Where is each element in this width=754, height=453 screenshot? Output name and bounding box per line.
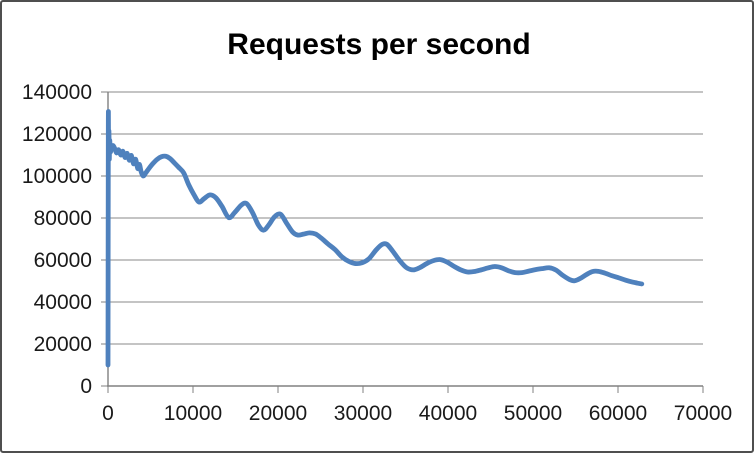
x-tick-label: 10000 <box>164 402 222 425</box>
y-tick-label: 40000 <box>34 291 92 314</box>
y-tick-label: 120000 <box>22 123 92 146</box>
x-tick-label: 60000 <box>589 402 647 425</box>
y-tick-label: 0 <box>80 375 92 398</box>
chart-title: Requests per second <box>227 28 530 61</box>
series-line <box>105 109 645 368</box>
x-tick-label: 40000 <box>419 402 477 425</box>
x-tick-label: 50000 <box>504 402 562 425</box>
x-tick-labels: 0 10000 20000 30000 40000 50000 60000 70000 <box>102 402 732 425</box>
x-tick-label: 0 <box>102 402 114 425</box>
x-tick-label: 70000 <box>674 402 732 425</box>
y-tick-label: 20000 <box>34 333 92 356</box>
y-tick-labels: 0 20000 40000 60000 80000 100000 120000 140000 <box>22 81 92 398</box>
y-tick-label: 80000 <box>34 207 92 230</box>
x-axis <box>107 385 704 393</box>
y-tick-label: 60000 <box>34 249 92 272</box>
y-tick-label: 140000 <box>22 81 92 104</box>
gridlines <box>108 91 703 345</box>
x-tick-label: 30000 <box>334 402 392 425</box>
x-tick-label: 20000 <box>249 402 307 425</box>
y-tick-label: 100000 <box>22 165 92 188</box>
